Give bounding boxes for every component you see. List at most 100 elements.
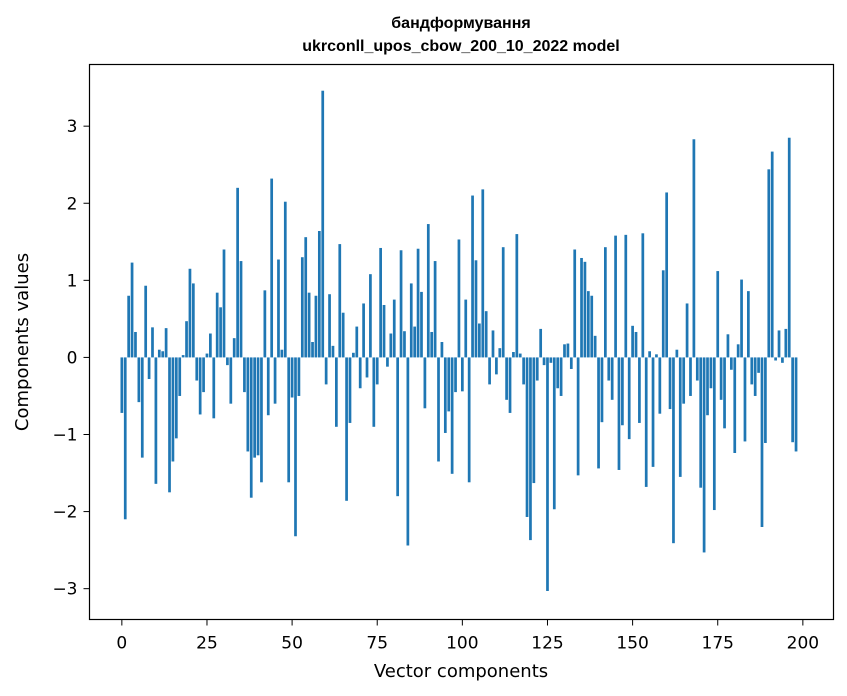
bar-156 (651, 357, 655, 467)
bar-53 (300, 257, 304, 358)
bar-171 (702, 357, 706, 553)
bar-142 (604, 247, 607, 358)
bar-7 (144, 285, 148, 358)
bar-63 (335, 357, 338, 427)
bar-38 (249, 357, 253, 498)
bar-4 (134, 331, 137, 358)
bar-81 (396, 357, 400, 497)
bar-31 (226, 357, 229, 366)
bar-113 (505, 357, 508, 400)
y-axis-label: Components values (12, 253, 33, 431)
bar-175 (716, 271, 720, 358)
bar-86 (413, 326, 417, 358)
bar-111 (498, 348, 502, 358)
bar-26 (209, 333, 212, 358)
bar-160 (665, 192, 669, 358)
bar-192 (774, 357, 777, 361)
bar-168 (692, 139, 696, 358)
bar-180 (733, 357, 737, 453)
bar-61 (328, 294, 331, 358)
bar-151 (634, 331, 638, 358)
bar-182 (740, 279, 743, 358)
bar-115 (512, 352, 515, 358)
bar-39 (253, 357, 256, 458)
bar-75 (375, 357, 379, 385)
y-axis-ticks: −3 −2 −1 0 1 2 3 (52, 117, 90, 600)
x-tick-label: 50 (281, 634, 303, 654)
bar-49 (287, 357, 291, 483)
x-tick-label: 150 (616, 634, 648, 654)
bar-11 (157, 349, 161, 358)
bar-191 (770, 151, 774, 358)
bar-35 (239, 261, 243, 358)
bar-170 (699, 357, 703, 488)
bar-52 (297, 357, 301, 396)
bar-51 (294, 357, 297, 537)
bar-187 (757, 357, 760, 373)
bar-62 (331, 345, 335, 358)
bar-114 (508, 357, 512, 413)
bar-107 (484, 311, 488, 358)
bar-119 (525, 357, 529, 517)
bar-10 (154, 357, 158, 484)
bar-181 (736, 344, 740, 358)
bar-152 (638, 357, 641, 423)
bar-0 (120, 357, 124, 413)
x-axis-label: Vector components (374, 661, 548, 682)
y-tick-label: 2 (67, 194, 78, 214)
bar-84 (406, 357, 410, 546)
bar-110 (495, 357, 498, 375)
bar-29 (219, 307, 222, 358)
x-tick-label: 100 (446, 634, 478, 654)
bar-65 (341, 312, 345, 358)
bar-70 (358, 357, 362, 389)
bar-189 (764, 357, 767, 443)
bar-176 (719, 357, 723, 400)
bar-143 (607, 357, 611, 381)
bar-76 (379, 247, 382, 358)
bar-30 (222, 249, 226, 358)
bar-43 (266, 357, 270, 416)
bar-94 (440, 342, 444, 358)
bar-88 (420, 291, 423, 358)
bar-146 (617, 357, 621, 470)
bar-18 (181, 355, 185, 358)
bar-27 (212, 357, 216, 419)
chart-title-line-2: ukrconll_upos_cbow_200_10_2022 model (302, 38, 619, 55)
bar-128 (556, 357, 560, 389)
bar-91 (430, 331, 434, 358)
bar-96 (447, 357, 451, 412)
bar-131 (566, 343, 570, 358)
bar-28 (215, 292, 219, 358)
bar-22 (195, 357, 199, 381)
bar-72 (365, 357, 369, 378)
bar-101 (464, 299, 468, 358)
bar-188 (760, 357, 764, 527)
bar-48 (283, 201, 287, 358)
bar-105 (478, 323, 481, 358)
bar-134 (576, 357, 580, 476)
bar-46 (277, 259, 280, 358)
bar-13 (164, 328, 168, 358)
bar-167 (689, 357, 692, 396)
bar-161 (668, 357, 672, 410)
bar-67 (348, 357, 352, 423)
chart-title-line-1: бандформування (391, 15, 530, 32)
bar-3 (130, 262, 134, 358)
bar-116 (515, 234, 519, 358)
bar-172 (706, 357, 709, 416)
bar-123 (539, 328, 543, 358)
bar-1 (123, 357, 127, 520)
bar-149 (627, 357, 631, 440)
bar-155 (648, 351, 651, 358)
bar-21 (191, 283, 195, 358)
bar-50 (290, 357, 294, 398)
bar-66 (345, 357, 348, 501)
bar-68 (352, 352, 355, 358)
bar-95 (443, 357, 447, 433)
bar-23 (198, 357, 202, 415)
bar-41 (260, 357, 263, 483)
bar-197 (791, 357, 794, 443)
bar-59 (321, 90, 325, 358)
bar-165 (682, 357, 686, 404)
